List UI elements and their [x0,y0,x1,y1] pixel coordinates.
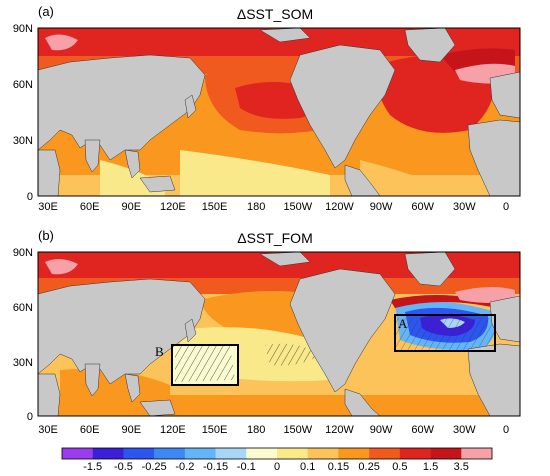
panel-b-lat-0: 0 [27,411,33,423]
colorbar-label: -1.5 [83,461,103,473]
panel-b-lon-tick: 150W [283,424,312,436]
panel-b-map [38,252,520,416]
panel-a-lon-tick: 150W [283,201,312,213]
colorbar-label: 1.5 [422,461,439,473]
panel-a-title: ΔSST_SOM [236,6,314,22]
colorbar-swatch [338,448,370,459]
colorbar-label: -0.25 [141,461,167,473]
box-a [394,314,496,352]
box-b-label: B [155,344,164,359]
box-a-label: A [398,316,408,331]
panel-a-lon-tick: 60W [411,201,434,213]
panel-b-lat-90: 90N [13,247,33,259]
panel-b-lon-tick: 180 [247,424,265,436]
panel-a-lon-tick: 90E [121,201,141,213]
colorbar-label: 0.5 [392,461,408,473]
colorbar-label: 3.5 [453,461,469,473]
panel-b-lon-tick: 150E [202,424,228,436]
panel-b-lon-tick: 90W [370,424,393,436]
colorbar-swatch [92,448,124,459]
colorbar-label: -0.15 [203,461,229,473]
panel-b-lon-tick: 120W [325,424,354,436]
colorbar-swatch [62,448,94,459]
panel-b-label: (b) [38,228,54,243]
panel-a-lon-tick: 30W [453,201,476,213]
colorbar-swatch [430,448,462,459]
colorbar-label: 0.25 [358,461,380,473]
colorbar-swatch [154,448,186,459]
colorbar-swatch [277,448,309,459]
colorbar-swatch [461,448,493,459]
colorbar-outline [61,447,493,460]
colorbar-label: 0.1 [300,461,316,473]
panel-b-frame [37,251,521,417]
panel-a-frame [37,27,521,197]
box-b [171,344,239,386]
colorbar-label: 0.15 [327,461,350,473]
panel-a-map [38,28,520,196]
colorbar-label: -0.1 [236,461,256,473]
panel-b-lon-tick: 60E [80,424,100,436]
colorbar-swatch [123,448,155,459]
colorbar-swatch [399,448,431,459]
panel-a-lon-tick: 90W [370,201,393,213]
panel-a-lon-tick: 180 [247,201,265,213]
colorbar-swatch [307,448,339,459]
colorbar-swatch [215,448,247,459]
panel-a-lat-0: 0 [27,191,33,203]
panel-a-lon-tick: 30E [38,201,58,213]
colorbar [61,447,493,460]
panel-a-lon-tick: 120E [160,201,186,213]
panel-a-lon-tick: 60E [80,201,100,213]
panel-b-lon-tick: 0 [503,424,509,436]
panel-a-lat-60: 60N [13,79,33,91]
panel-b-axes: 90N 60N 30N 0 30E 60E 90E 120E 150E 180 150W 12… [13,247,509,436]
panel-a-lon-tick: 120W [325,201,354,213]
panel-b-lon-tick: 60W [411,424,434,436]
colorbar-swatch [369,448,401,459]
panel-b-lat-60: 60N [13,302,33,314]
panel-a-lon-tick: 0 [503,201,509,213]
panel-b-lon-tick: 120E [160,424,186,436]
colorbar-swatch [246,448,278,459]
panel-a-axes: 90N 60N 30N 0 30E 60E 90E 120E 150E 180 150W 12… [13,23,509,213]
panel-a-lat-90: 90N [13,23,33,35]
panel-b-lon-tick: 90E [121,424,141,436]
colorbar-label: 0 [273,461,281,473]
panel-b-lon-tick: 30W [453,424,476,436]
colorbar-label: -0.5 [113,461,133,473]
colorbar-swatch [184,448,216,459]
panel-b-lon-tick: 30E [38,424,58,436]
panel-a-label: (a) [38,4,54,19]
panel-a-lon-tick: 150E [202,201,228,213]
colorbar-label: -0.2 [175,461,195,473]
panel-b-lat-30: 30N [13,357,33,369]
panel-a-lat-30: 30N [13,135,33,147]
panel-b-title: ΔSST_FOM [237,230,313,246]
